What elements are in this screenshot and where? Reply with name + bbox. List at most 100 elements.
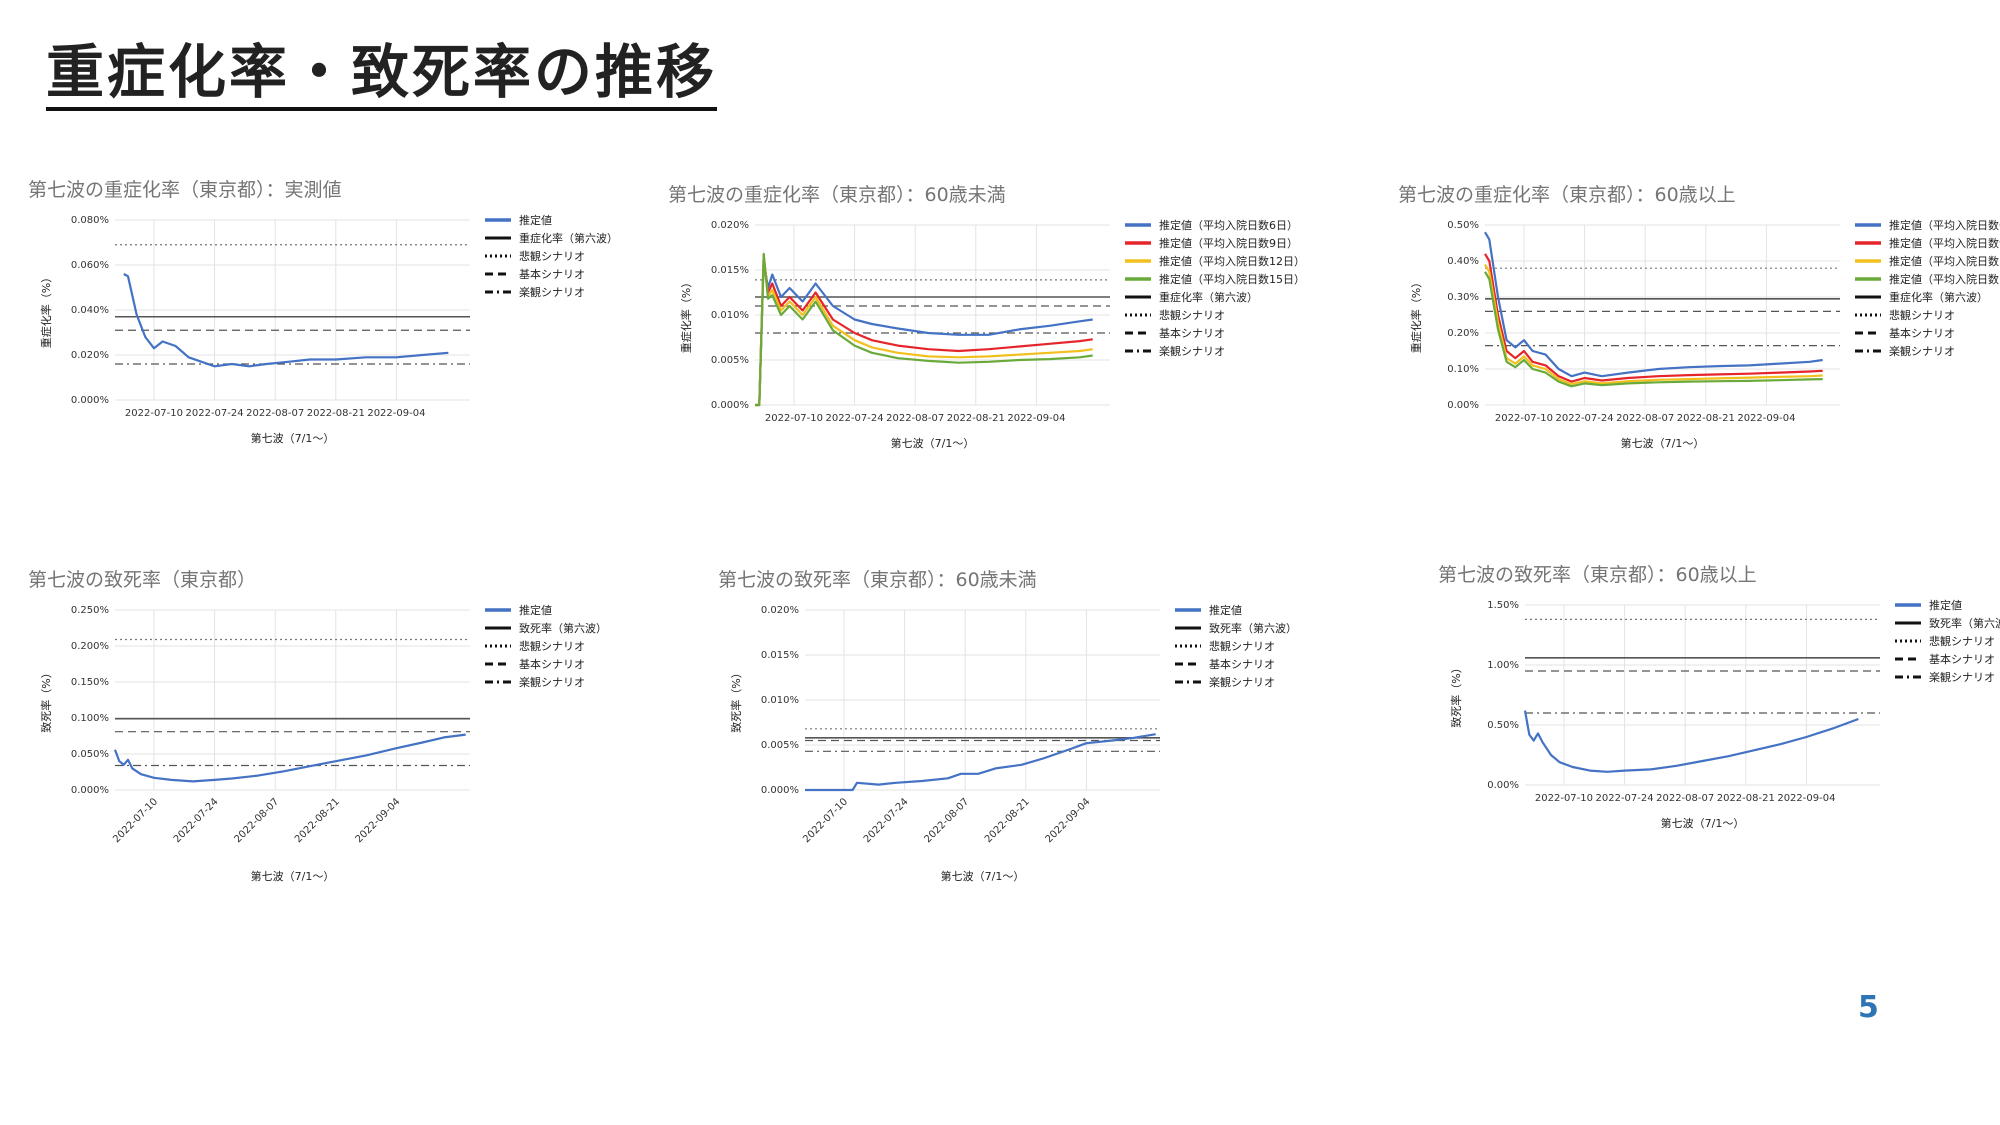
- chart-severity-over60: 第七波の重症化率（東京都）：60歳以上 0.00% 0.10% 0.20% 0.30% 0…: [1390, 184, 2000, 545]
- y-tick-label: 0.020%: [761, 605, 799, 616]
- legend-label: 基本シナリオ: [1889, 326, 1955, 340]
- legend-label: 致死率（第六波）: [519, 621, 607, 635]
- legend-label: 推定値: [1929, 598, 1962, 612]
- legend-label: 悲観シナリオ: [1889, 308, 1955, 322]
- series-line-2: [1484, 253, 1823, 383]
- y-axis-title: 致死率（%）: [729, 667, 743, 732]
- x-tick-label: 2022-08-07: [232, 796, 281, 845]
- chart-title: 第七波の致死率（東京都）：60歳以上: [1438, 564, 1757, 586]
- legend-label: 致死率（第六波）: [1209, 621, 1297, 635]
- chart-svg: 第七波の致死率（東京都） 0.000% 0.050% 0.100% 0.150% 0.20…: [28, 569, 607, 883]
- x-axis-title: 第七波（7/1〜）: [251, 869, 335, 883]
- legend-label: 推定値（平均入院日数15日）: [1159, 272, 1305, 286]
- y-tick-label: 0.000%: [71, 395, 109, 406]
- y-axis-title: 重症化率（%）: [679, 277, 693, 353]
- y-tick-label: 0.20%: [1447, 328, 1479, 339]
- y-tick-label: 0.005%: [761, 740, 799, 751]
- y-tick-label: 0.00%: [1487, 780, 1519, 791]
- y-tick-label: 0.000%: [761, 785, 799, 796]
- y-axis-title: 重症化率（%）: [39, 272, 53, 348]
- y-tick-label: 0.30%: [1447, 292, 1479, 303]
- series-line-1: [805, 733, 1156, 792]
- y-tick-label: 0.020%: [71, 350, 109, 361]
- legend-label: 楽観シナリオ: [1209, 675, 1275, 689]
- legend-label: 推定値（平均入院日数6日）: [1889, 218, 2000, 232]
- legend-label: 推定値（平均入院日数9日）: [1889, 236, 2000, 250]
- y-tick-label: 0.10%: [1447, 364, 1479, 375]
- legend-label: 基本シナリオ: [1929, 652, 1995, 666]
- x-tick-label: 2022-07-24: [1556, 413, 1614, 424]
- legend-label: 重症化率（第六波）: [519, 231, 618, 245]
- x-tick-label: 2022-09-04: [1007, 413, 1065, 424]
- chart-svg: 第七波の致死率（東京都）：60歳以上 0.00% 0.50% 1.00% 1.50% 20…: [1438, 564, 2000, 830]
- series-line-3: [1484, 264, 1823, 386]
- legend-label: 推定値（平均入院日数12日）: [1159, 254, 1305, 268]
- legend-label: 楽観シナリオ: [1889, 344, 1955, 358]
- x-tick-label: 2022-07-10: [1495, 413, 1553, 424]
- legend-label: 悲観シナリオ: [519, 639, 585, 653]
- series-line-1: [113, 733, 466, 783]
- x-tick-label: 2022-08-07: [1616, 413, 1674, 424]
- x-tick-label: 2022-08-07: [886, 413, 944, 424]
- y-tick-label: 0.010%: [761, 695, 799, 706]
- page-number: 5: [1858, 990, 1879, 1025]
- legend-label: 楽観シナリオ: [1929, 670, 1995, 684]
- x-axis-title: 第七波（7/1〜）: [1661, 816, 1745, 830]
- chart-title: 第七波の重症化率（東京都）：実測値: [28, 179, 342, 201]
- y-tick-label: 0.200%: [71, 641, 109, 652]
- x-tick-label: 2022-09-04: [1044, 796, 1093, 845]
- y-tick-label: 1.00%: [1487, 660, 1519, 671]
- legend-label: 致死率（第六波）: [1929, 616, 2000, 630]
- y-tick-label: 1.50%: [1487, 600, 1519, 611]
- slide-title: 重症化率・致死率の推移: [46, 40, 718, 111]
- series-line-2: [755, 255, 1093, 407]
- series-line-1: [1523, 710, 1859, 773]
- x-tick-label: 2022-07-24: [826, 413, 884, 424]
- x-tick-label: 2022-08-21: [293, 796, 342, 845]
- chart-severity-under60: 第七波の重症化率（東京都）：60歳未満 0.000% 0.005% 0.010% 0.0…: [660, 184, 1305, 545]
- x-tick-label: 2022-07-24: [186, 408, 244, 419]
- x-tick-label: 2022-08-21: [1717, 793, 1775, 804]
- legend-label: 推定値（平均入院日数12日）: [1889, 254, 2000, 268]
- legend-label: 推定値: [519, 603, 552, 617]
- x-tick-label: 2022-07-10: [765, 413, 823, 424]
- chart-svg: 第七波の重症化率（東京都）：60歳以上 0.00% 0.10% 0.20% 0.30% 0…: [1398, 184, 2000, 450]
- chart-title: 第七波の重症化率（東京都）：60歳以上: [1398, 184, 1736, 206]
- series-line-1: [123, 273, 449, 368]
- y-tick-label: 0.000%: [71, 785, 109, 796]
- chart-title: 第七波の致死率（東京都）: [28, 569, 256, 591]
- x-tick-label: 2022-07-10: [1535, 793, 1593, 804]
- y-tick-label: 0.060%: [71, 260, 109, 271]
- x-axis-title: 第七波（7/1〜）: [251, 431, 335, 445]
- x-tick-label: 2022-07-24: [862, 796, 911, 845]
- chart-fatality-under60: 第七波の致死率（東京都）：60歳未満 0.000% 0.005% 0.010% 0.01…: [710, 569, 1300, 930]
- legend-label: 楽観シナリオ: [1159, 344, 1225, 358]
- chart-svg: 第七波の致死率（東京都）：60歳未満 0.000% 0.005% 0.010% 0.01…: [718, 569, 1297, 883]
- x-tick-label: 2022-09-04: [1737, 413, 1795, 424]
- series-line-4: [755, 252, 1093, 407]
- series-line-1: [1484, 231, 1823, 378]
- x-tick-label: 2022-09-04: [1777, 793, 1835, 804]
- x-tick-label: 2022-09-04: [354, 796, 403, 845]
- legend-label: 推定値（平均入院日数9日）: [1159, 236, 1298, 250]
- chart-title: 第七波の重症化率（東京都）：60歳未満: [668, 184, 1006, 206]
- x-tick-label: 2022-08-21: [1677, 413, 1735, 424]
- legend-label: 基本シナリオ: [1209, 657, 1275, 671]
- y-tick-label: 0.015%: [761, 650, 799, 661]
- y-tick-label: 0.000%: [711, 400, 749, 411]
- legend-label: 楽観シナリオ: [519, 285, 585, 299]
- x-tick-label: 2022-08-07: [1656, 793, 1714, 804]
- y-axis-title: 致死率（%）: [39, 667, 53, 732]
- y-tick-label: 0.100%: [71, 713, 109, 724]
- legend-label: 重症化率（第六波）: [1159, 290, 1258, 304]
- x-tick-label: 2022-07-10: [801, 796, 850, 845]
- series-line-1: [755, 259, 1093, 407]
- x-tick-label: 2022-08-07: [246, 408, 304, 419]
- legend-label: 悲観シナリオ: [519, 249, 585, 263]
- x-tick-label: 2022-07-10: [125, 408, 183, 419]
- chart-severity-overall: 第七波の重症化率（東京都）：実測値 0.000% 0.020% 0.040% 0.060…: [20, 179, 618, 540]
- x-axis-title: 第七波（7/1〜）: [891, 436, 975, 450]
- y-tick-label: 0.00%: [1447, 400, 1479, 411]
- legend-label: 基本シナリオ: [519, 657, 585, 671]
- legend-label: 悲観シナリオ: [1159, 308, 1225, 322]
